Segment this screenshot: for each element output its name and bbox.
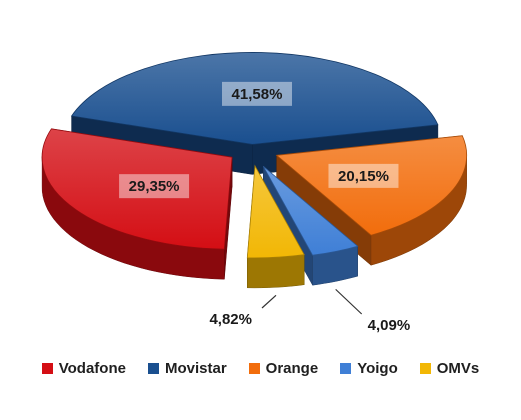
value-label-yoigo: 4,09% — [368, 317, 411, 334]
legend-swatch — [147, 362, 159, 374]
value-label-orange: 20,15% — [338, 168, 389, 185]
legend-swatch — [248, 362, 260, 374]
pie-slice-omvs — [246, 164, 305, 289]
legend-label: Orange — [265, 359, 319, 377]
pie-slice-vodafone — [41, 128, 233, 280]
pie-chart: 41,58% 20,15% 4,09% 4,82% 29,35% — [41, 52, 468, 334]
legend-item-vodafone: Vodafone — [41, 359, 126, 377]
value-label-box — [328, 163, 399, 188]
legend-item-omvs: OMVs — [419, 359, 480, 377]
legend-item-orange: Orange — [248, 359, 319, 377]
value-label-box — [119, 174, 190, 199]
value-label-omvs: 4,82% — [209, 311, 252, 328]
value-label-vodafone: 29,35% — [129, 178, 180, 195]
legend-swatch — [41, 362, 53, 374]
value-label-movistar: 41,58% — [232, 86, 283, 103]
legend-item-movistar: Movistar — [147, 359, 227, 377]
legend-swatch — [340, 362, 352, 374]
legend-label: OMVs — [436, 359, 480, 377]
legend-swatch — [419, 362, 431, 374]
legend-label: Movistar — [164, 359, 227, 377]
legend: Vodafone Movistar Orange Yoigo OMVs — [0, 356, 521, 380]
leader-line — [261, 294, 277, 309]
legend-label: Yoigo — [357, 359, 398, 377]
pie-slice-orange — [275, 135, 468, 266]
leader-line — [335, 288, 363, 315]
legend-item-yoigo: Yoigo — [340, 360, 398, 377]
value-label-box — [221, 81, 292, 106]
legend-label: Vodafone — [58, 359, 126, 377]
